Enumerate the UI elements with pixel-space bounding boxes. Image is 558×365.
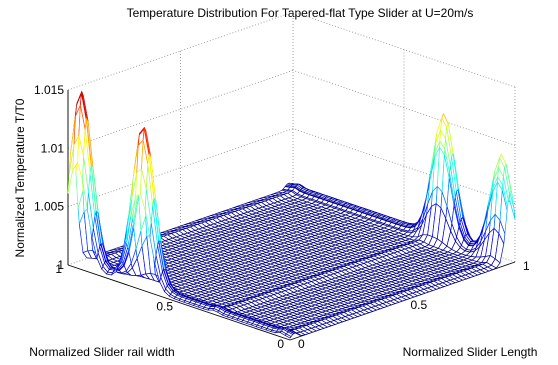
x-axis-label: Normalized Slider Length [403, 345, 538, 359]
y-tick-label: 0 [277, 337, 284, 351]
z-axis-label: Normalized Temperature T/T0 [13, 98, 27, 257]
grid-line [292, 128, 516, 205]
chart-title: Temperature Distribution For Tapered-fla… [127, 6, 474, 20]
z-tick-label: 1 [57, 258, 64, 272]
z-tick-label: 1.005 [34, 200, 64, 214]
grid-line [67, 69, 294, 149]
grid-line [67, 11, 294, 91]
y-tick-label: 0.5 [156, 300, 173, 314]
y-axis-label: Normalized Slider rail width [29, 345, 174, 359]
z-tick-label: 1.015 [34, 83, 64, 97]
x-tick-label: 0.5 [411, 298, 428, 312]
grid-line [67, 128, 294, 208]
x-tick-label: 0 [298, 337, 305, 351]
grid-line [292, 69, 516, 146]
z-tick-label: 1.01 [41, 141, 65, 155]
y-axis-line [67, 264, 291, 341]
surface-mesh [67, 90, 516, 339]
x-tick-label: 1 [523, 259, 530, 273]
